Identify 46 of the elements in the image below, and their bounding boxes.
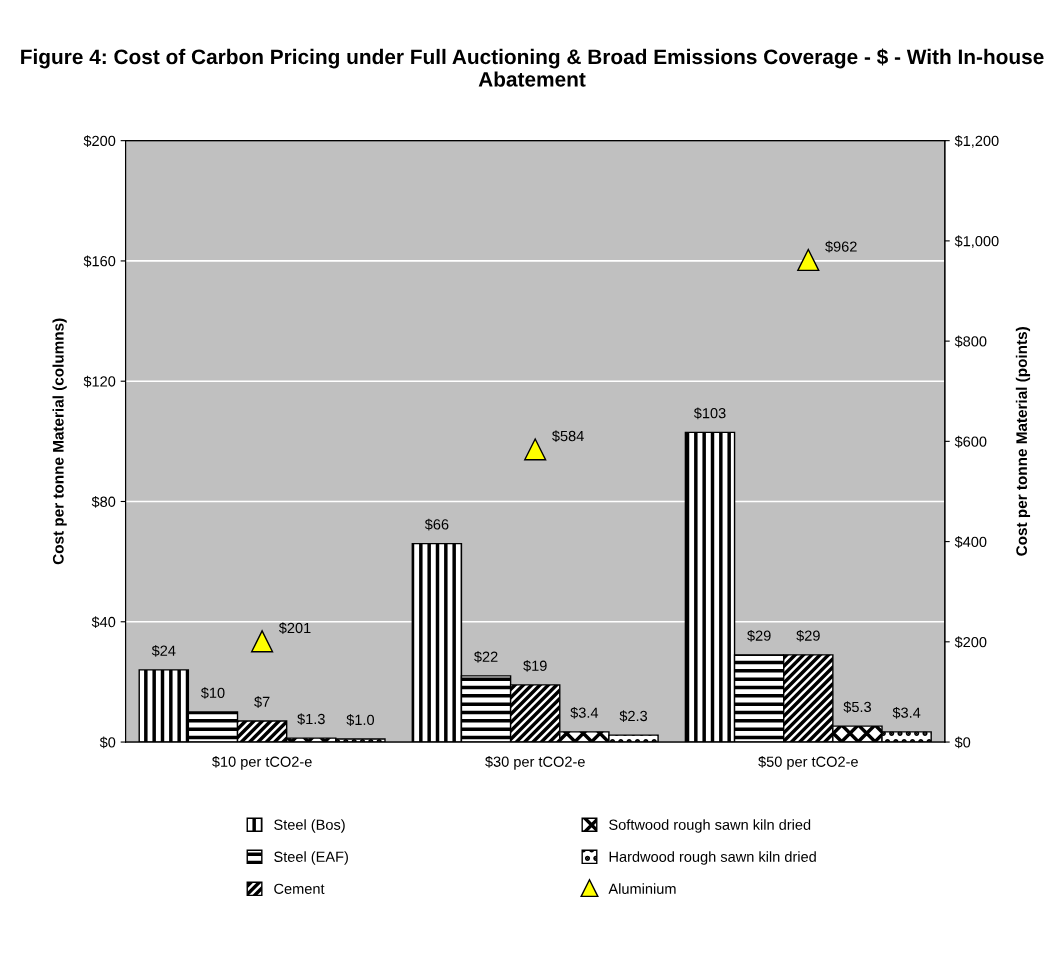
legend-label: Steel (EAF)	[274, 851, 348, 865]
data-label: $66	[424, 518, 449, 531]
data-label: $1.3	[297, 713, 325, 726]
legend-label: Aluminium	[608, 883, 676, 894]
data-label: $201	[278, 622, 311, 634]
point	[250, 630, 274, 653]
chart-title: Figure 4: Cost of Carbon Pricing under Full Auctioning & Broad Emissions Coverage - $ - With In-house Abatement	[21, 48, 1044, 87]
x-tick-label: $10 per tCO2-e	[212, 755, 312, 770]
y2-tick-label: $1,000	[954, 235, 999, 249]
point	[524, 438, 547, 461]
y-tick-label: $0	[99, 736, 116, 749]
y2-tick-label: $600	[954, 435, 987, 448]
y2-tick-label: $800	[954, 335, 987, 348]
data-label: $584	[552, 430, 584, 443]
data-label: $103	[693, 407, 726, 420]
x-tick-label: $50 per tCO2-e	[758, 755, 858, 770]
y-tick-label: $80	[91, 495, 116, 508]
x-tick-label: $30 per tCO2-e	[485, 755, 585, 770]
y2-axis-title: Cost per tonne Material (points)	[1015, 327, 1031, 556]
legend-label: Softwood rough sawn kiln dried	[609, 819, 811, 833]
y2-tick-label: $400	[954, 536, 987, 548]
point	[797, 248, 820, 272]
y-tick-label: $40	[91, 616, 116, 629]
data-label: $29	[796, 629, 820, 642]
data-label: $24	[151, 644, 176, 657]
data-label: $10	[200, 687, 225, 699]
data-label: $22	[474, 650, 498, 663]
data-label: $7	[254, 696, 270, 708]
data-label: $3.4	[570, 706, 599, 719]
data-label: $3.4	[892, 706, 921, 719]
data-label: $2.3	[619, 710, 648, 723]
data-label: $5.3	[843, 701, 871, 713]
y-axis-title: Cost per tonne Material (columns)	[52, 318, 67, 565]
y2-tick-label: $200	[954, 636, 987, 649]
data-label: $19	[523, 659, 547, 672]
y-tick-label: $120	[83, 375, 116, 388]
legend-label: Steel (Bos)	[274, 819, 345, 833]
y2-tick-label: $0	[954, 736, 971, 749]
y2-tick-label: $1,200	[954, 135, 999, 148]
y-tick-label: $160	[83, 255, 116, 268]
data-label: $29	[747, 629, 771, 642]
y-tick-label: $200	[83, 135, 116, 147]
data-label: $1.0	[346, 714, 375, 726]
data-label: $962	[825, 240, 857, 253]
legend-label: Cement	[274, 883, 325, 894]
legend-label: Hardwood rough sawn kiln dried	[609, 851, 816, 865]
